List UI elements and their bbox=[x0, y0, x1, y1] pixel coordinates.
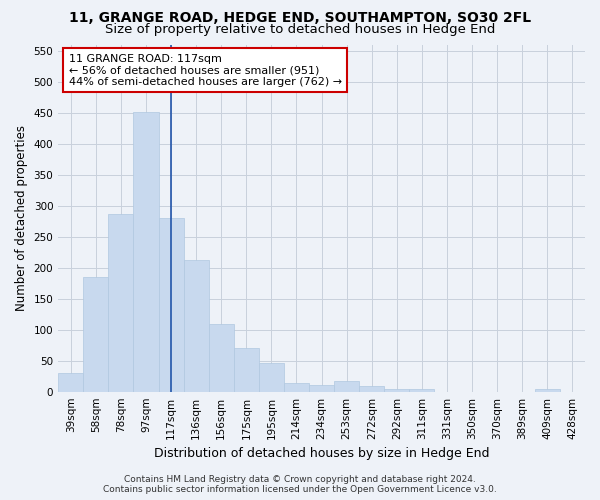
Bar bbox=[309, 385, 334, 392]
Text: 11, GRANGE ROAD, HEDGE END, SOUTHAMPTON, SO30 2FL: 11, GRANGE ROAD, HEDGE END, SOUTHAMPTON,… bbox=[69, 11, 531, 25]
Bar bbox=[83, 277, 109, 392]
Text: Size of property relative to detached houses in Hedge End: Size of property relative to detached ho… bbox=[105, 22, 495, 36]
Bar bbox=[133, 112, 158, 392]
Bar bbox=[334, 380, 359, 392]
Bar bbox=[209, 324, 234, 392]
Bar bbox=[409, 388, 434, 392]
Text: 11 GRANGE ROAD: 117sqm
← 56% of detached houses are smaller (951)
44% of semi-de: 11 GRANGE ROAD: 117sqm ← 56% of detached… bbox=[69, 54, 342, 87]
Bar bbox=[109, 214, 133, 392]
X-axis label: Distribution of detached houses by size in Hedge End: Distribution of detached houses by size … bbox=[154, 447, 490, 460]
Bar bbox=[385, 388, 409, 392]
Bar bbox=[359, 386, 385, 392]
Bar bbox=[184, 260, 209, 392]
Bar bbox=[535, 388, 560, 392]
Bar bbox=[58, 373, 83, 392]
Bar bbox=[284, 383, 309, 392]
Bar bbox=[158, 218, 184, 392]
Text: Contains HM Land Registry data © Crown copyright and database right 2024.
Contai: Contains HM Land Registry data © Crown c… bbox=[103, 474, 497, 494]
Y-axis label: Number of detached properties: Number of detached properties bbox=[15, 126, 28, 312]
Bar bbox=[259, 363, 284, 392]
Bar bbox=[234, 348, 259, 392]
